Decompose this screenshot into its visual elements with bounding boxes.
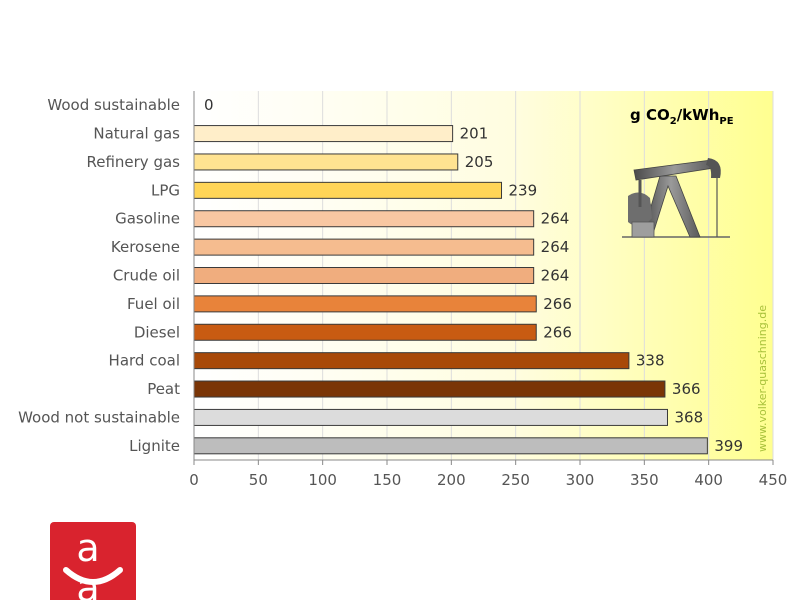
x-tick-label: 250 (501, 471, 530, 489)
category-label: Fuel oil (127, 295, 180, 313)
bar (193, 238, 535, 256)
bar (193, 352, 630, 370)
x-tick-label: 0 (189, 471, 199, 489)
category-label: Kerosene (111, 238, 180, 256)
x-tick-label: 300 (566, 471, 595, 489)
data-label: 266 (543, 323, 572, 341)
data-label: 0 (204, 96, 214, 114)
data-label: 264 (541, 238, 570, 256)
category-label: Wood sustainable (47, 96, 180, 114)
brand-logo: a a (50, 522, 136, 608)
data-label: 264 (541, 210, 570, 228)
data-label: 264 (541, 267, 570, 285)
category-label: Diesel (134, 323, 180, 341)
category-label: Natural gas (93, 125, 180, 143)
unit-label: g CO2/kWhPE (630, 106, 734, 127)
data-label: 201 (460, 125, 489, 143)
bar (193, 323, 537, 341)
category-label: Hard coal (109, 352, 180, 370)
data-label: 338 (636, 352, 665, 370)
category-label: Peat (147, 380, 180, 398)
bar (193, 408, 668, 426)
bar (193, 153, 459, 171)
labels: Wood sustainable 0 Natural gas 201 Refinery … (18, 96, 743, 455)
category-label: Gasoline (115, 210, 180, 228)
bar (193, 437, 708, 455)
bar (193, 295, 537, 313)
category-label: LPG (151, 181, 180, 199)
smile-icon (63, 567, 123, 585)
bar (193, 181, 503, 199)
x-tick-label: 100 (308, 471, 337, 489)
x-tick-label: 50 (249, 471, 268, 489)
category-label: Wood not sustainable (18, 408, 180, 426)
data-label: 266 (543, 295, 572, 313)
x-tick-label: 450 (759, 471, 788, 489)
bar (193, 380, 666, 398)
oil-pump-icon (622, 158, 730, 238)
x-tick-label: 350 (630, 471, 659, 489)
x-axis: 0 50 100 150 200 250 300 350 400 450 (189, 91, 787, 489)
x-tick-label: 400 (694, 471, 723, 489)
bar (193, 267, 535, 284)
bar (193, 210, 535, 228)
bar (193, 125, 454, 143)
category-label: Refinery gas (86, 153, 180, 171)
data-label: 366 (672, 380, 701, 398)
x-tick-label: 150 (373, 471, 402, 489)
x-tick-label: 200 (437, 471, 466, 489)
data-label: 239 (509, 181, 538, 199)
data-label: 399 (714, 437, 743, 455)
data-label: 205 (465, 153, 494, 171)
watermark-text: www.volker-quaschning.de (756, 305, 769, 452)
data-label: 368 (674, 408, 703, 426)
category-label: Lignite (129, 437, 180, 455)
category-label: Crude oil (113, 267, 180, 285)
